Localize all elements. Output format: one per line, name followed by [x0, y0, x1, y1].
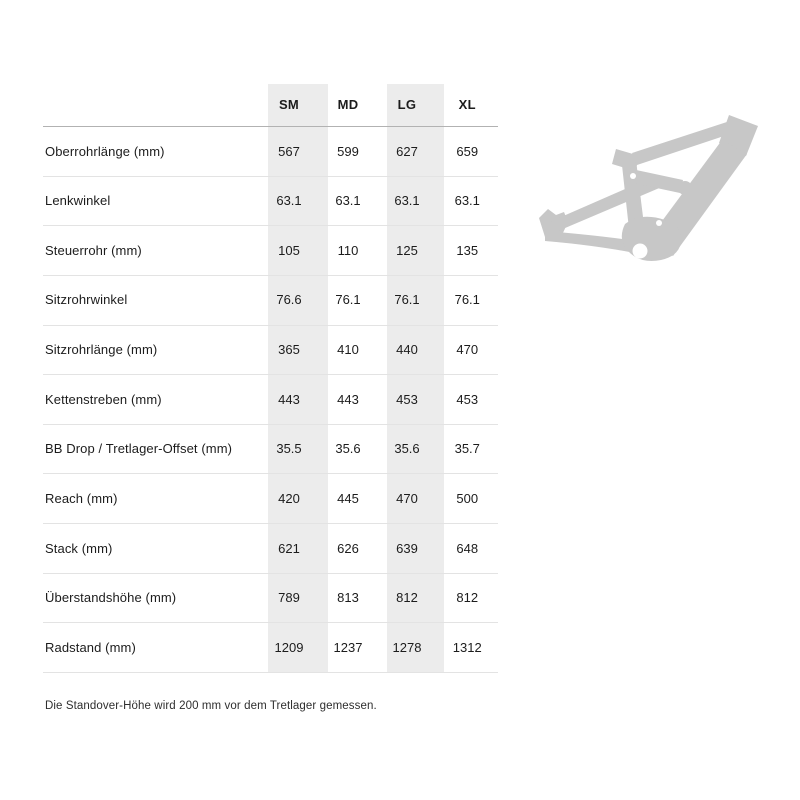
cell-sm: 443 [278, 391, 300, 407]
cell-sm: 105 [278, 242, 300, 258]
cell-xl: 470 [456, 342, 479, 358]
row-label: Stack (mm) [45, 540, 113, 556]
cell-lg: 812 [396, 590, 418, 606]
row-stack: Stack (mm) 621 626 639 648 [43, 524, 498, 574]
cell-lg: 1278 [392, 639, 422, 655]
row-lenkwinkel: Lenkwinkel 63.1 63.1 63.1 63.1 [43, 177, 498, 227]
cell-md: 410 [337, 342, 359, 358]
cell-xl: 1312 [452, 639, 482, 655]
cell-xl: 35.7 [454, 441, 480, 457]
cell-xl: 812 [456, 590, 479, 606]
cell-sm: 567 [278, 143, 300, 159]
cell-lg: 627 [396, 143, 418, 159]
column-header-lg: LG [397, 97, 417, 113]
bike-frame-illustration-icon [539, 115, 758, 261]
column-header-xl: XL [458, 97, 476, 113]
row-label: Oberrohrlänge (mm) [45, 143, 165, 159]
cell-md: 1237 [333, 639, 363, 655]
row-steuerrohr: Steuerrohr (mm) 105 110 125 135 [43, 226, 498, 276]
cell-lg: 440 [396, 342, 418, 358]
cell-sm: 621 [278, 540, 300, 556]
cell-xl: 76.1 [454, 292, 480, 308]
cell-sm: 76.6 [276, 292, 302, 308]
cell-lg: 76.1 [394, 292, 420, 308]
cell-md: 445 [337, 490, 359, 506]
cell-xl: 63.1 [454, 193, 480, 209]
cell-xl: 659 [456, 143, 479, 159]
cell-md: 63.1 [335, 193, 361, 209]
column-highlight-lg [387, 84, 444, 673]
cell-sm: 1209 [274, 639, 304, 655]
row-label: BB Drop / Tretlager-Offset (mm) [45, 441, 233, 457]
row-label: Sitzrohrwinkel [45, 292, 128, 308]
cell-lg: 125 [396, 242, 418, 258]
column-highlight-sm [268, 84, 328, 673]
row-bb-drop-tretlager-offset: BB Drop / Tretlager-Offset (mm) 35.5 35.… [43, 425, 498, 475]
row-reach: Reach (mm) 420 445 470 500 [43, 474, 498, 524]
row-label: Radstand (mm) [45, 639, 136, 655]
column-header-sm: SM [278, 97, 300, 113]
row-radstand: Radstand (mm) 1209 1237 1278 1312 [43, 623, 498, 673]
cell-lg: 63.1 [394, 193, 420, 209]
cell-sm: 63.1 [276, 193, 302, 209]
cell-md: 35.6 [335, 441, 361, 457]
row-kettenstreben: Kettenstreben (mm) 443 443 453 453 [43, 375, 498, 425]
table-header-row: SM MD LG XL [43, 84, 498, 127]
row-label: Reach (mm) [45, 490, 118, 506]
cell-md: 76.1 [335, 292, 361, 308]
cell-sm: 365 [278, 342, 300, 358]
cell-md: 599 [337, 143, 359, 159]
cell-md: 443 [337, 391, 359, 407]
row-sitzrohrwinkel: Sitzrohrwinkel 76.6 76.1 76.1 76.1 [43, 276, 498, 326]
cell-sm: 420 [278, 490, 300, 506]
cell-lg: 639 [396, 540, 418, 556]
standover-footnote: Die Standover-Höhe wird 200 mm vor dem T… [45, 700, 377, 712]
cell-lg: 453 [396, 391, 418, 407]
cell-lg: 470 [396, 490, 418, 506]
column-header-md: MD [337, 97, 359, 113]
cell-md: 813 [337, 590, 359, 606]
geometry-table: SM MD LG XL Oberrohrlänge (mm) 567 599 6… [43, 84, 498, 673]
cell-md: 110 [337, 242, 359, 258]
cell-xl: 648 [456, 540, 479, 556]
row-label: Steuerrohr (mm) [45, 242, 142, 258]
cell-md: 626 [337, 540, 359, 556]
row-label: Lenkwinkel [45, 193, 111, 209]
row-label: Sitzrohrlänge (mm) [45, 342, 158, 358]
row-sitzrohrlaenge: Sitzrohrlänge (mm) 365 410 440 470 [43, 326, 498, 376]
cell-sm: 789 [278, 590, 300, 606]
cell-xl: 135 [456, 242, 479, 258]
row-label: Überstandshöhe (mm) [45, 590, 177, 606]
cell-xl: 500 [456, 490, 479, 506]
row-ueberstandshoehe: Überstandshöhe (mm) 789 813 812 812 [43, 574, 498, 624]
row-oberrohrlaenge: Oberrohrlänge (mm) 567 599 627 659 [43, 127, 498, 177]
cell-sm: 35.5 [276, 441, 302, 457]
cell-xl: 453 [456, 391, 479, 407]
cell-lg: 35.6 [394, 441, 420, 457]
row-label: Kettenstreben (mm) [45, 391, 162, 407]
